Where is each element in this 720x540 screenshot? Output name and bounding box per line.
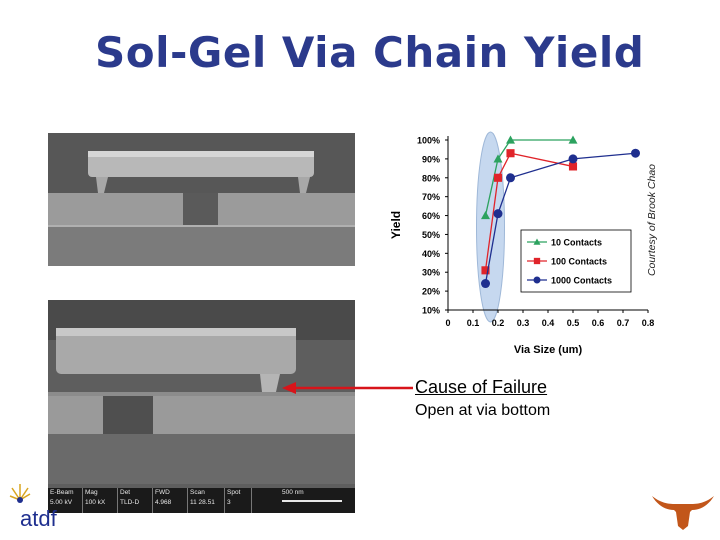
arrow-icon bbox=[282, 382, 413, 394]
data-point-1 bbox=[481, 266, 490, 275]
yield-chart: 10% 20% 30% 40% 50% 60% 70% 80% 90% 100% 0 0.1 0.2 0.… bbox=[383, 125, 661, 365]
series-line-0 bbox=[484, 139, 573, 216]
x-tick-label: 0.2 bbox=[492, 318, 505, 328]
x-tick-label: 0.6 bbox=[592, 318, 605, 328]
x-tick-label: 0.8 bbox=[642, 318, 655, 328]
legend-label: 100 Contacts bbox=[551, 257, 607, 267]
x-tick-label: 0 bbox=[445, 318, 450, 328]
sem-image-bottom: E-Beam 5.00 kV Mag 100 kX Det TLD-D FWD 4.96… bbox=[48, 300, 355, 513]
slide-title: Sol-Gel Via Chain Yield bbox=[95, 28, 645, 77]
atdf-logo-text: atdf bbox=[20, 506, 58, 531]
data-point-2 bbox=[568, 154, 578, 164]
y-tick-label: 50% bbox=[422, 230, 440, 240]
y-tick-label: 20% bbox=[422, 287, 440, 297]
sem-info-bar: E-Beam 5.00 kV Mag 100 kX Det TLD-D FWD 4.96… bbox=[48, 488, 355, 513]
sem-info-cell: E-Beam 5.00 kV bbox=[48, 488, 83, 513]
sem-info-cell: Spot 3 bbox=[225, 488, 252, 513]
data-point-1 bbox=[506, 149, 515, 158]
x-tick-label: 0.3 bbox=[517, 318, 530, 328]
atdf-logo: atdf bbox=[6, 480, 70, 532]
data-point-2 bbox=[493, 209, 503, 219]
y-axis-label: Yield bbox=[389, 211, 403, 239]
sem-info-cell: Mag 100 kX bbox=[83, 488, 118, 513]
legend-label: 10 Contacts bbox=[551, 238, 602, 248]
data-point-0 bbox=[568, 135, 578, 144]
x-axis-label: Via Size (um) bbox=[514, 344, 583, 356]
data-point-0 bbox=[481, 211, 490, 220]
y-tick-label: 30% bbox=[422, 268, 440, 278]
longhorn-logo bbox=[650, 490, 716, 532]
x-tick-label: 0.4 bbox=[542, 318, 555, 328]
y-tick-label: 70% bbox=[422, 192, 440, 202]
data-point-0 bbox=[506, 135, 515, 144]
credit-note: Courtesy of Brook Chao bbox=[646, 163, 658, 277]
data-point-2 bbox=[481, 279, 490, 289]
series-line-1 bbox=[484, 152, 574, 271]
sem-info-cell: Scan 11 28.51 bbox=[188, 488, 225, 513]
x-tick-label: 0.1 bbox=[467, 318, 480, 328]
legend-label: 1000 Contacts bbox=[551, 276, 612, 286]
legend-marker bbox=[533, 276, 541, 284]
data-point-0 bbox=[493, 154, 503, 163]
data-point-2 bbox=[506, 173, 515, 183]
yield-chart-svg: 10% 20% 30% 40% 50% 60% 70% 80% 90% 100% 0 0.1 0.2 0.… bbox=[389, 131, 655, 356]
data-point-1 bbox=[493, 173, 503, 182]
x-tick-label: 0.7 bbox=[617, 318, 630, 328]
cause-of-failure-label: Cause of Failure bbox=[415, 377, 548, 397]
y-tick-label: 100% bbox=[417, 136, 440, 146]
y-tick-label: 60% bbox=[422, 211, 440, 221]
y-tick-label: 40% bbox=[422, 249, 440, 259]
failure-detail: Open at via bottom bbox=[415, 402, 551, 419]
sem-info-cell: FWD 4.968 bbox=[153, 488, 188, 513]
y-tick-label: 80% bbox=[422, 173, 440, 183]
y-tick-label: 90% bbox=[422, 154, 440, 164]
y-tick-label: 10% bbox=[422, 306, 440, 316]
legend-marker bbox=[533, 257, 541, 265]
sem-image-top bbox=[48, 133, 355, 266]
data-point-1 bbox=[568, 162, 578, 171]
x-tick-label: 0.5 bbox=[567, 318, 580, 328]
legend-marker bbox=[533, 238, 541, 245]
sem-scale-bar: 500 nm bbox=[252, 488, 355, 513]
sem-info-cell: Det TLD-D bbox=[118, 488, 153, 513]
data-point-2 bbox=[631, 148, 640, 158]
